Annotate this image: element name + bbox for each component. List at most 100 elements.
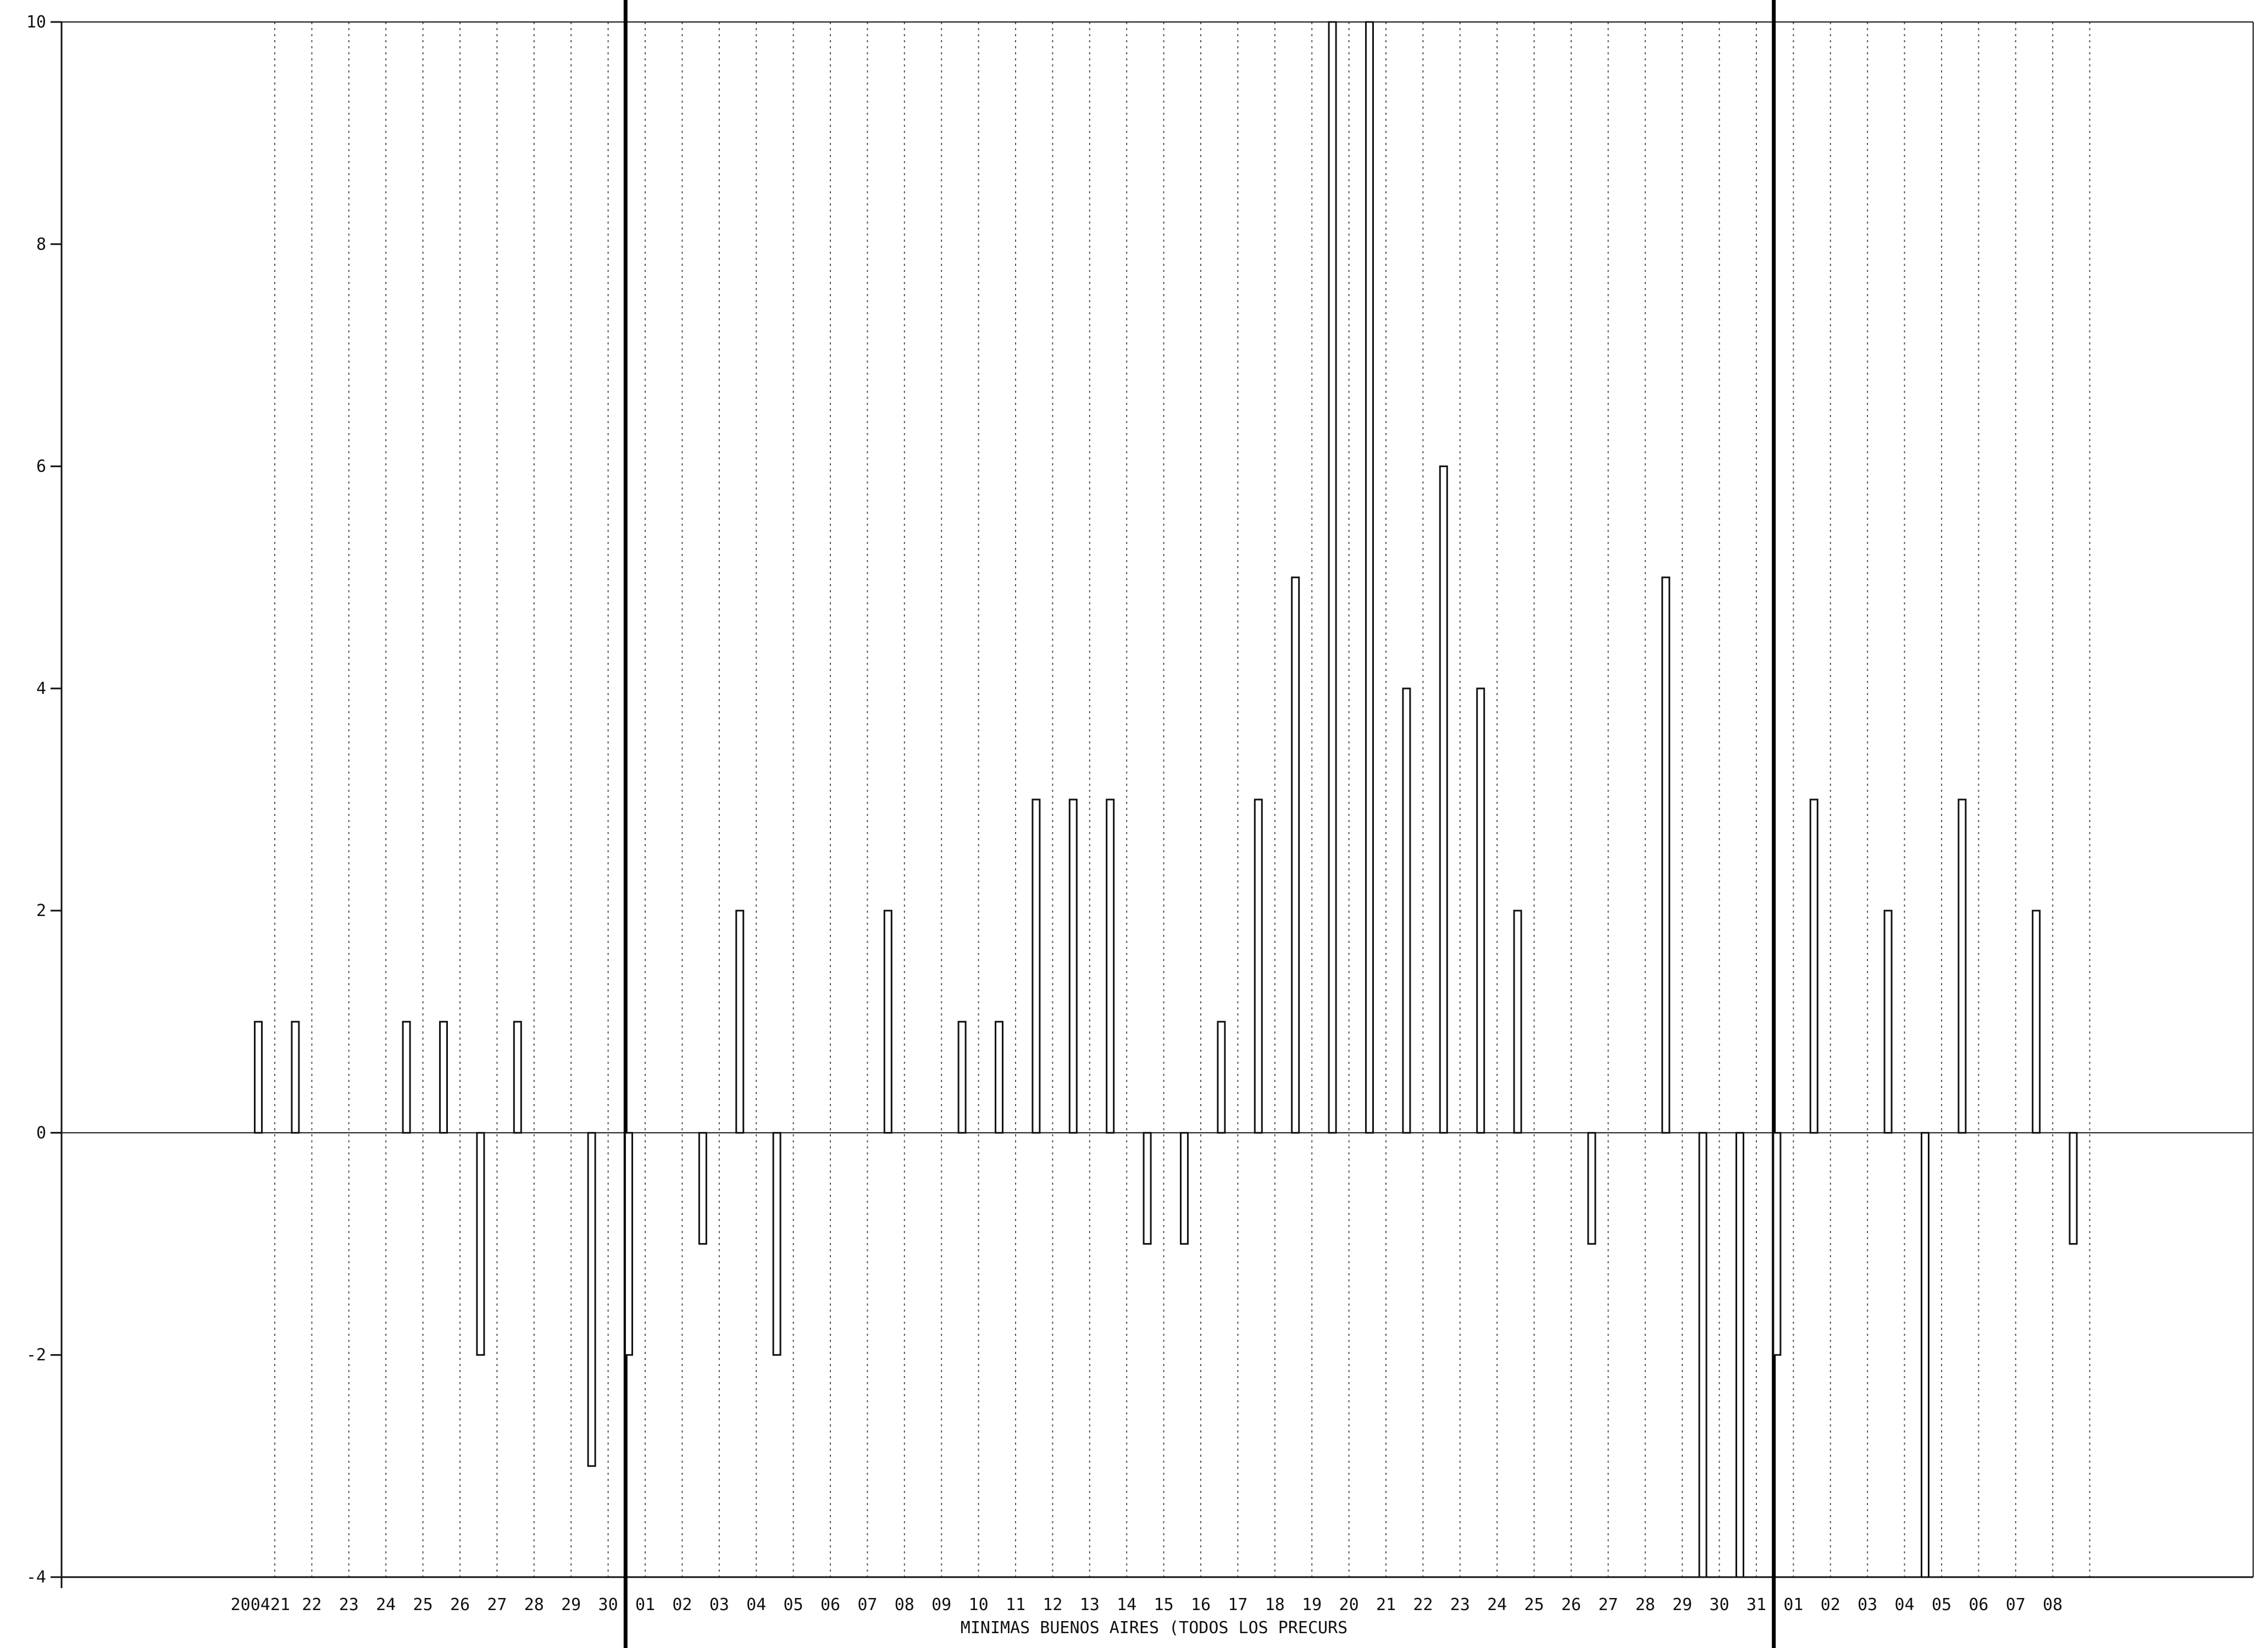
x-tick-label: 04 — [1895, 1595, 1915, 1614]
bar — [1402, 687, 1411, 1134]
x-tick-label: 08 — [895, 1595, 914, 1614]
x-tick-label: 06 — [820, 1595, 840, 1614]
x-tick-label: 27 — [487, 1595, 507, 1614]
bar — [1772, 1131, 1782, 1356]
x-tick-label: 11 — [1006, 1595, 1025, 1614]
x-tick-label: 01 — [1783, 1595, 1803, 1614]
y-tick-label: 6 — [36, 457, 46, 476]
x-tick-label: 07 — [2006, 1595, 2026, 1614]
x-tick-label: 31 — [1746, 1595, 1766, 1614]
x-tick-label: 22 — [1413, 1595, 1433, 1614]
bar — [1291, 576, 1300, 1134]
x-tick-label: 25 — [413, 1595, 433, 1614]
bar — [1661, 576, 1671, 1134]
bar — [587, 1131, 596, 1467]
x-tick-label: 14 — [1117, 1595, 1136, 1614]
x-tick-label: 06 — [1968, 1595, 1988, 1614]
y-axis: -4 -2 0 2 4 6 8 10 — [26, 13, 62, 1587]
x-tick-label: 21 — [1376, 1595, 1396, 1614]
x-tick-label: 24 — [376, 1595, 396, 1614]
x-tick-label: 26 — [1561, 1595, 1581, 1614]
x-tick-label: 07 — [857, 1595, 877, 1614]
y-tick-label: 10 — [26, 13, 46, 32]
bar — [2069, 1131, 2078, 1245]
x-tick-label: 24 — [1487, 1595, 1507, 1614]
x-tick-label: 30 — [1710, 1595, 1729, 1614]
bar — [1106, 798, 1115, 1134]
x-tick-label: 03 — [1857, 1595, 1877, 1614]
bar — [439, 1020, 448, 1134]
y-tick-label: -4 — [26, 1568, 46, 1587]
x-tick-label: 08 — [2043, 1595, 2062, 1614]
bar — [1180, 1131, 1189, 1245]
bar — [1068, 798, 1078, 1134]
x-tick-label: 12 — [1042, 1595, 1062, 1614]
bar — [1439, 465, 1448, 1134]
x-tick-label: 28 — [524, 1595, 544, 1614]
bar — [1958, 798, 1967, 1134]
bar — [402, 1020, 411, 1134]
y-tick-label: -2 — [26, 1346, 46, 1365]
bar — [1143, 1131, 1152, 1245]
bar — [2032, 909, 2041, 1134]
y-tick-label: 0 — [36, 1123, 46, 1142]
bar — [1217, 1020, 1226, 1134]
bar — [995, 1020, 1003, 1134]
x-axis: 200421 22 23 24 25 26 27 28 29 30 01 02 03 04 05 06 07 08… — [231, 1595, 2063, 1614]
x-tick-label: 16 — [1191, 1595, 1211, 1614]
x-tick-label: 10 — [969, 1595, 989, 1614]
bar — [1032, 798, 1041, 1134]
bar — [1254, 798, 1263, 1134]
bar — [1328, 21, 1337, 1134]
bar — [1921, 1131, 1929, 1578]
plot-frame — [51, 0, 2254, 1648]
bar — [476, 1131, 485, 1356]
x-tick-label: 03 — [709, 1595, 729, 1614]
x-tick-label: 23 — [1450, 1595, 1470, 1614]
x-tick-label: 01 — [635, 1595, 655, 1614]
bar — [513, 1020, 522, 1134]
x-tick-label: 29 — [1672, 1595, 1692, 1614]
bar — [1809, 798, 1818, 1134]
y-tick-label: 2 — [36, 901, 46, 920]
bar — [1698, 1131, 1707, 1578]
x-axis-title: MINIMAS BUENOS AIRES (TODOS LOS PRECURS — [961, 1618, 1348, 1638]
bar — [624, 1131, 633, 1356]
bar — [735, 909, 745, 1134]
bar — [1883, 909, 1893, 1134]
x-tick-label: 30 — [598, 1595, 618, 1614]
bar — [772, 1131, 781, 1356]
bar — [1476, 687, 1485, 1134]
x-tick-label: 19 — [1302, 1595, 1322, 1614]
x-tick-label: 200421 — [231, 1595, 290, 1614]
bar — [291, 1020, 300, 1134]
bar-layer — [254, 21, 2078, 1578]
x-tick-label: 25 — [1524, 1595, 1544, 1614]
x-tick-label: 17 — [1228, 1595, 1247, 1614]
x-tick-label: 27 — [1598, 1595, 1618, 1614]
x-tick-label: 02 — [672, 1595, 692, 1614]
bar — [1365, 21, 1374, 1134]
x-tick-label: 09 — [931, 1595, 951, 1614]
bar — [883, 909, 892, 1134]
x-tick-label: 04 — [746, 1595, 766, 1614]
bar — [698, 1131, 707, 1245]
y-tick-label: 4 — [36, 679, 46, 698]
bar — [1513, 909, 1522, 1134]
x-tick-label: 05 — [784, 1595, 803, 1614]
x-tick-label: 02 — [1821, 1595, 1840, 1614]
y-tick-label: 8 — [36, 235, 46, 254]
x-tick-label: 22 — [302, 1595, 321, 1614]
bar — [1587, 1131, 1596, 1245]
x-tick-label: 05 — [1932, 1595, 1951, 1614]
x-tick-label: 29 — [561, 1595, 581, 1614]
x-tick-label: 26 — [450, 1595, 470, 1614]
bar — [254, 1020, 263, 1134]
x-tick-label: 13 — [1080, 1595, 1100, 1614]
bar — [957, 1020, 967, 1134]
bar — [1735, 1131, 1744, 1578]
x-tick-label: 20 — [1339, 1595, 1359, 1614]
x-tick-label: 18 — [1265, 1595, 1285, 1614]
x-tick-label: 28 — [1635, 1595, 1655, 1614]
